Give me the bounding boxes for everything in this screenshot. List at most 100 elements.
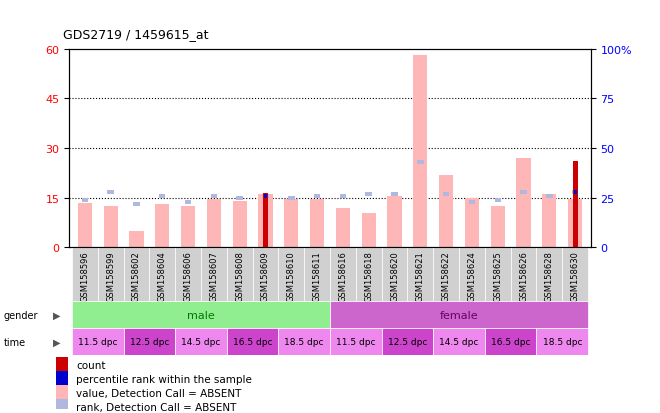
Bar bbox=[258, 195, 273, 248]
Bar bbox=[232, 202, 247, 248]
Text: 18.5 dpc: 18.5 dpc bbox=[284, 337, 324, 346]
Bar bbox=[78, 203, 92, 248]
Bar bbox=[253, 248, 279, 301]
Text: 16.5 dpc: 16.5 dpc bbox=[491, 337, 531, 346]
Bar bbox=[439, 175, 453, 248]
Bar bbox=[175, 248, 201, 301]
Text: GSM158608: GSM158608 bbox=[235, 250, 244, 301]
Text: GSM158621: GSM158621 bbox=[416, 250, 425, 301]
Text: count: count bbox=[76, 360, 106, 370]
Text: GSM158628: GSM158628 bbox=[545, 250, 554, 301]
Bar bbox=[56, 399, 68, 413]
Text: GSM158604: GSM158604 bbox=[158, 250, 167, 301]
Bar bbox=[310, 200, 324, 248]
Bar bbox=[391, 192, 398, 196]
Bar bbox=[82, 198, 88, 202]
Bar bbox=[72, 248, 98, 301]
Text: time: time bbox=[3, 337, 26, 347]
Text: 18.5 dpc: 18.5 dpc bbox=[543, 337, 582, 346]
Text: GSM158609: GSM158609 bbox=[261, 250, 270, 301]
Bar bbox=[573, 162, 578, 248]
Bar bbox=[494, 198, 501, 202]
Bar bbox=[340, 194, 346, 198]
Text: GSM158607: GSM158607 bbox=[209, 250, 218, 301]
Bar bbox=[279, 248, 304, 301]
Bar bbox=[133, 202, 140, 206]
Bar bbox=[211, 194, 217, 198]
Bar bbox=[227, 248, 253, 301]
Text: ▶: ▶ bbox=[53, 337, 60, 347]
Bar bbox=[356, 248, 381, 301]
Text: GSM158622: GSM158622 bbox=[442, 250, 451, 301]
Bar bbox=[149, 248, 175, 301]
Text: 11.5 dpc: 11.5 dpc bbox=[336, 337, 376, 346]
Text: rank, Detection Call = ABSENT: rank, Detection Call = ABSENT bbox=[76, 402, 236, 412]
Text: 12.5 dpc: 12.5 dpc bbox=[129, 337, 169, 346]
Bar bbox=[263, 193, 268, 248]
Bar bbox=[407, 248, 433, 301]
Bar bbox=[123, 328, 175, 355]
Bar bbox=[304, 248, 330, 301]
Bar bbox=[381, 328, 433, 355]
Text: female: female bbox=[440, 310, 478, 320]
Text: 11.5 dpc: 11.5 dpc bbox=[78, 337, 117, 346]
Bar bbox=[443, 192, 449, 196]
Bar bbox=[129, 231, 143, 248]
Bar bbox=[485, 248, 511, 301]
Bar bbox=[537, 248, 562, 301]
Bar bbox=[284, 200, 298, 248]
Bar bbox=[314, 194, 320, 198]
Bar bbox=[387, 197, 402, 248]
Text: GSM158626: GSM158626 bbox=[519, 250, 528, 301]
Bar bbox=[366, 192, 372, 196]
Text: gender: gender bbox=[3, 310, 38, 320]
Bar bbox=[264, 194, 267, 198]
Bar bbox=[433, 328, 485, 355]
Text: GSM158611: GSM158611 bbox=[313, 250, 321, 301]
Bar bbox=[175, 328, 227, 355]
Bar bbox=[56, 385, 68, 400]
Text: GSM158618: GSM158618 bbox=[364, 250, 373, 301]
Bar bbox=[56, 371, 68, 386]
Text: 14.5 dpc: 14.5 dpc bbox=[440, 337, 478, 346]
Bar bbox=[98, 248, 123, 301]
Bar bbox=[469, 200, 475, 204]
Text: GSM158602: GSM158602 bbox=[132, 250, 141, 301]
Bar bbox=[236, 196, 243, 200]
Bar bbox=[72, 301, 330, 328]
Bar bbox=[465, 198, 479, 248]
Text: male: male bbox=[187, 310, 214, 320]
Bar bbox=[362, 213, 376, 248]
Bar bbox=[562, 248, 588, 301]
Bar bbox=[574, 190, 577, 194]
Bar bbox=[279, 328, 330, 355]
Text: GSM158625: GSM158625 bbox=[493, 250, 502, 301]
Bar bbox=[159, 194, 166, 198]
Bar bbox=[155, 205, 170, 248]
Bar bbox=[572, 190, 578, 194]
Bar bbox=[485, 328, 537, 355]
Text: ▶: ▶ bbox=[53, 310, 60, 320]
Bar bbox=[181, 206, 195, 248]
Text: GSM158624: GSM158624 bbox=[467, 250, 477, 301]
Text: GSM158596: GSM158596 bbox=[81, 250, 89, 301]
Bar bbox=[108, 190, 114, 194]
Bar bbox=[520, 190, 527, 194]
Bar bbox=[207, 200, 221, 248]
Bar bbox=[262, 194, 269, 198]
Bar bbox=[543, 195, 556, 248]
Bar bbox=[336, 208, 350, 248]
Bar bbox=[433, 248, 459, 301]
Bar bbox=[413, 56, 428, 248]
Text: value, Detection Call = ABSENT: value, Detection Call = ABSENT bbox=[76, 388, 242, 398]
Bar bbox=[546, 194, 552, 198]
Text: 12.5 dpc: 12.5 dpc bbox=[387, 337, 427, 346]
Bar bbox=[330, 301, 588, 328]
Text: GDS2719 / 1459615_at: GDS2719 / 1459615_at bbox=[63, 28, 208, 41]
Bar bbox=[104, 206, 117, 248]
Bar bbox=[517, 159, 531, 248]
Bar bbox=[490, 206, 505, 248]
Bar bbox=[330, 328, 381, 355]
Text: GSM158606: GSM158606 bbox=[183, 250, 193, 301]
Bar bbox=[568, 200, 582, 248]
